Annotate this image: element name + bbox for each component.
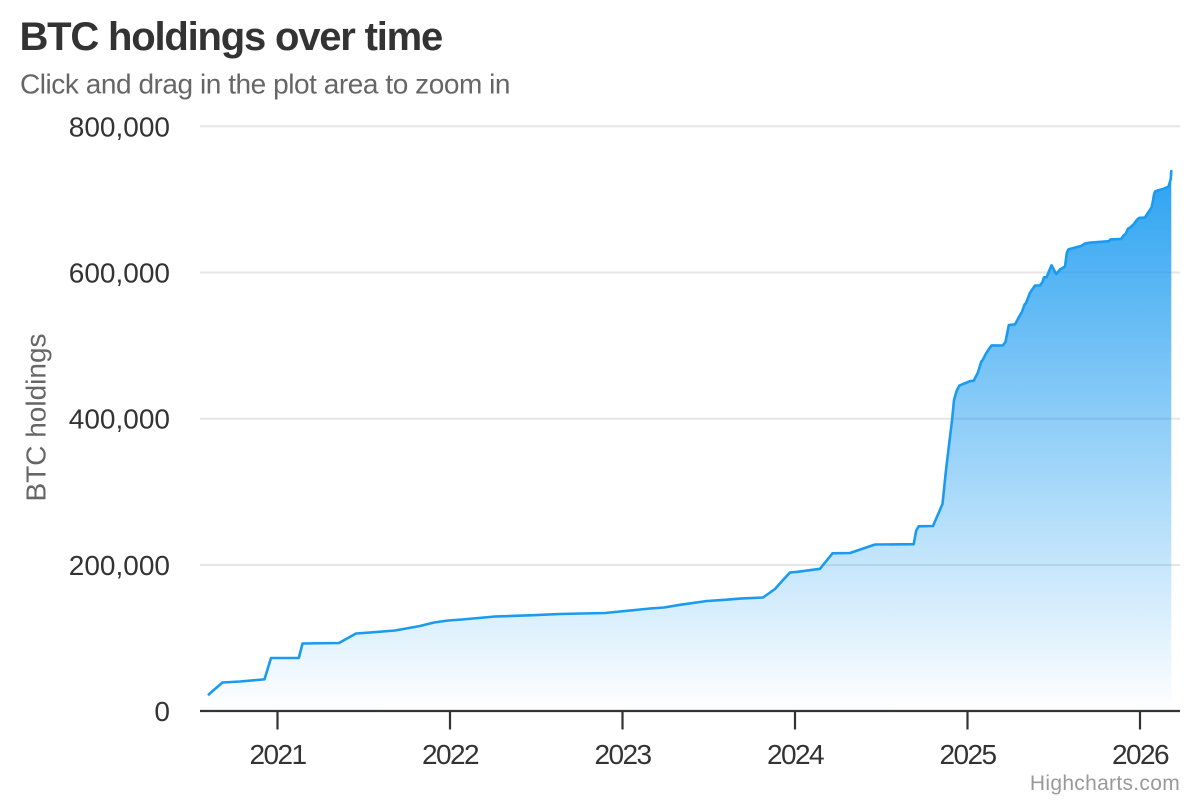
svg-text:2024: 2024 xyxy=(767,739,824,770)
svg-text:Highcharts.com: Highcharts.com xyxy=(1030,772,1180,795)
svg-text:2022: 2022 xyxy=(422,739,479,770)
svg-text:2025: 2025 xyxy=(940,739,997,770)
svg-text:600,000: 600,000 xyxy=(69,257,170,288)
svg-text:2023: 2023 xyxy=(595,739,652,770)
svg-text:0: 0 xyxy=(154,696,170,727)
svg-text:200,000: 200,000 xyxy=(69,550,170,581)
svg-text:Click and drag in the plot are: Click and drag in the plot area to zoom … xyxy=(20,69,510,100)
svg-text:BTC holdings: BTC holdings xyxy=(21,333,52,501)
svg-text:2021: 2021 xyxy=(250,739,307,770)
svg-text:800,000: 800,000 xyxy=(69,111,170,142)
svg-text:400,000: 400,000 xyxy=(69,404,170,435)
svg-text:BTC holdings over time: BTC holdings over time xyxy=(20,15,443,59)
svg-text:2026: 2026 xyxy=(1112,739,1169,770)
